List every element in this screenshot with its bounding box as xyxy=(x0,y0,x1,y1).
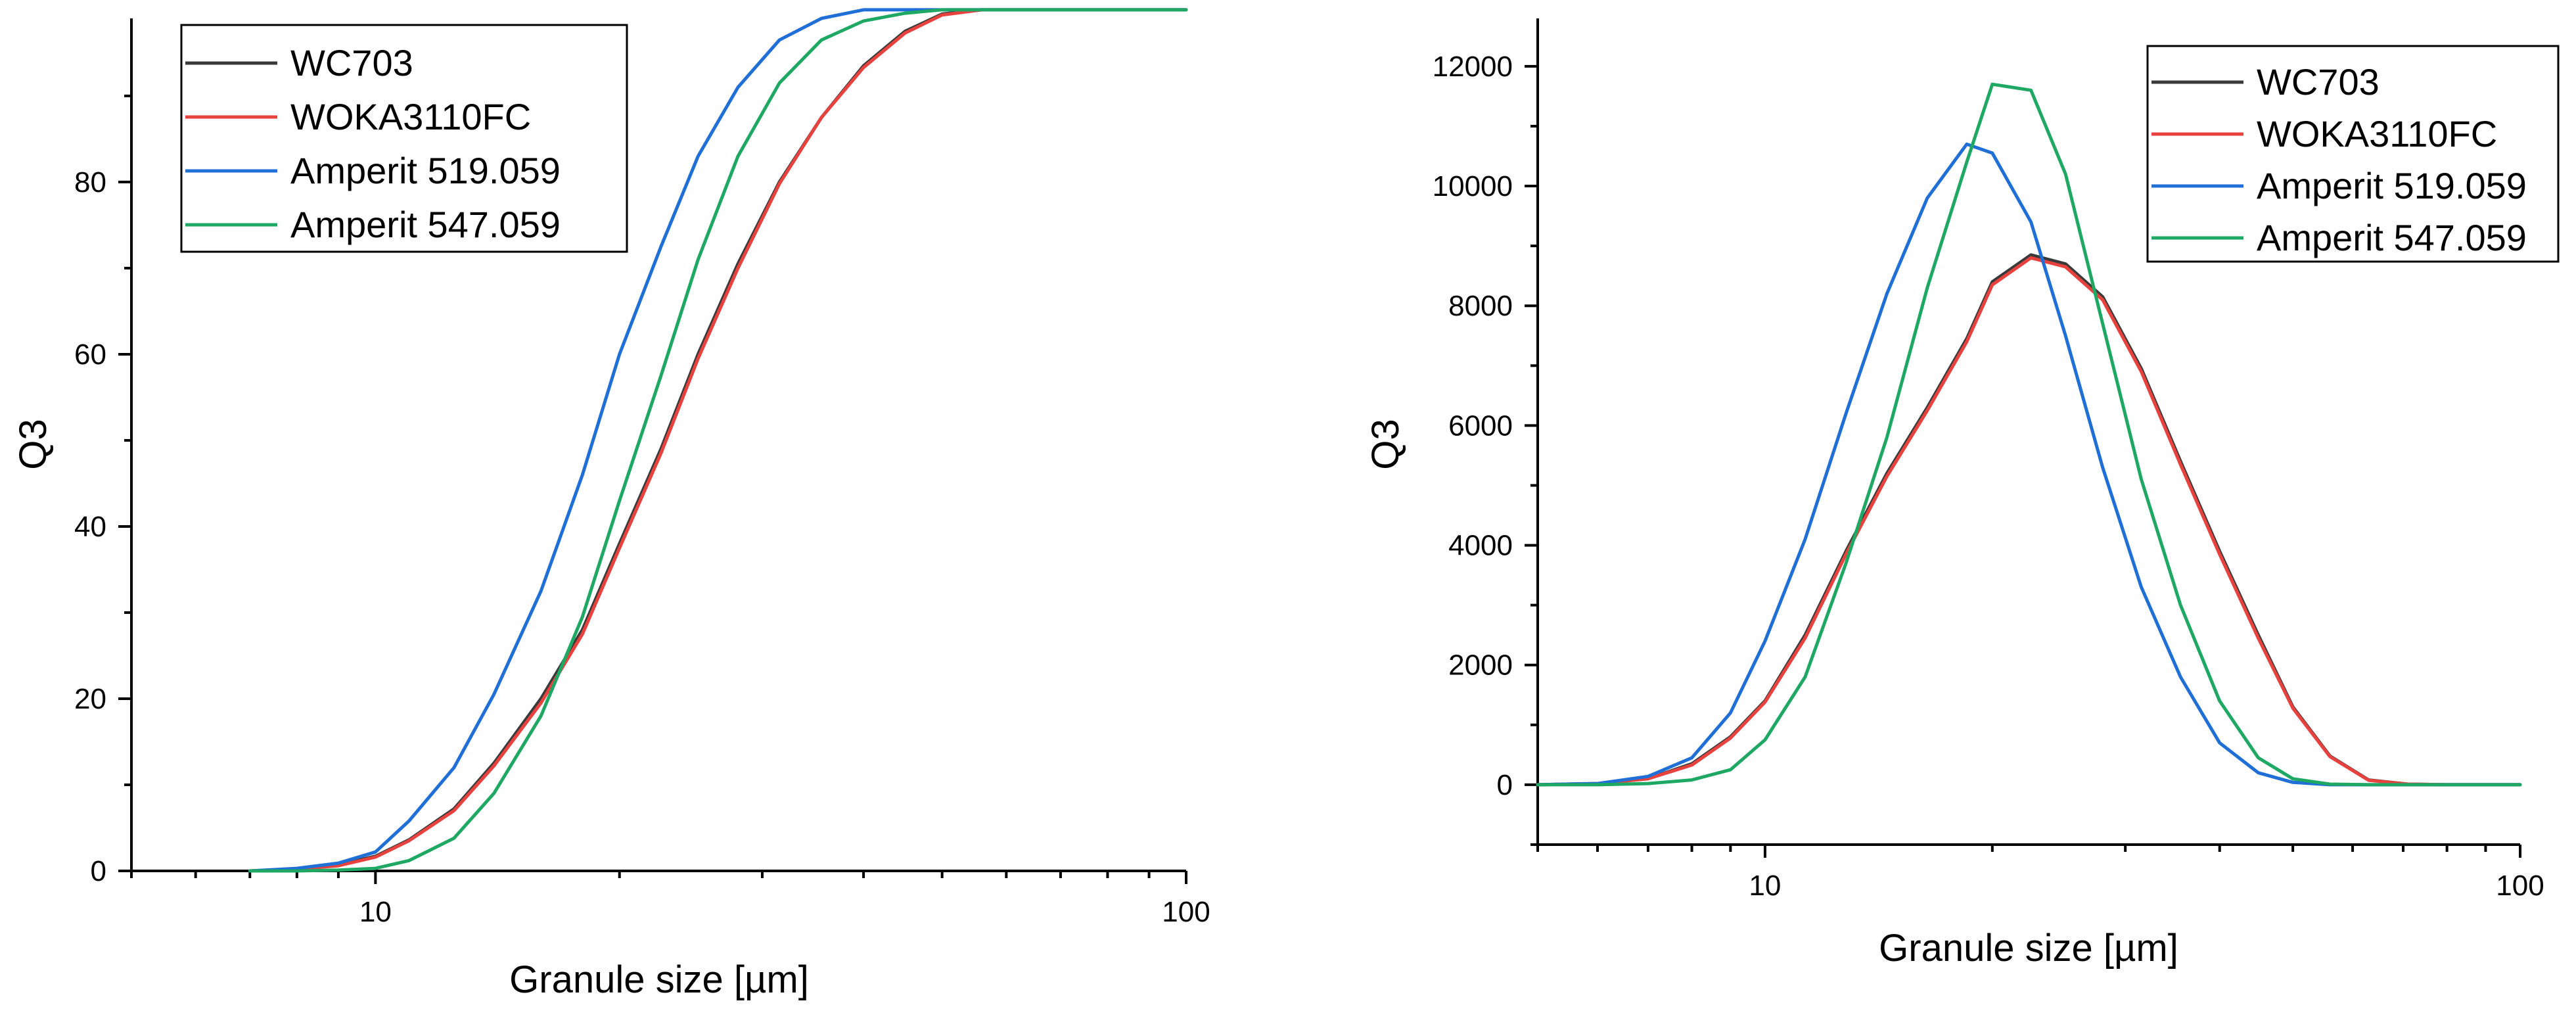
legend-label-amperit-547-059: Amperit 547.059 xyxy=(290,204,561,245)
series-lines xyxy=(248,8,1188,873)
x-tick-label: 100 xyxy=(2496,870,2544,902)
y-axis-label: Q3 xyxy=(1364,419,1407,469)
y-tick-label: 40 xyxy=(74,511,106,543)
axis-tick-labels: 10 100 0 2000 4000 6000 8000 10000 12000 xyxy=(1433,51,2544,902)
legend-label-woka3110fc: WOKA3110FC xyxy=(2257,113,2497,154)
series-line-amperit-547-059 xyxy=(248,8,1188,873)
x-axis-label: Granule size [µm] xyxy=(509,958,809,1001)
axis-tick-labels: 10 100 0 20 40 60 80 xyxy=(74,166,1210,928)
chart-cumulative-q3: 10 100 0 20 40 60 80 Granule size [µm] Q3 WC70… xyxy=(12,8,1210,1001)
legend: WC703 WOKA3110FC Amperit 519.059 Amperit 54… xyxy=(2146,45,2560,263)
x-tick-label: 10 xyxy=(359,896,392,928)
x-tick-label: 100 xyxy=(1162,896,1210,928)
y-axis-label: Q3 xyxy=(12,419,55,469)
legend: WC703 WOKA3110FC Amperit 519.059 Amperit 54… xyxy=(180,24,628,253)
series-line-wc703 xyxy=(1536,253,2522,787)
y-tick-label: 0 xyxy=(91,855,106,887)
legend-label-woka3110fc: WOKA3110FC xyxy=(290,96,531,137)
axis-ticks xyxy=(118,94,1187,884)
y-tick-label: 60 xyxy=(74,339,106,371)
legend-label-wc703: WC703 xyxy=(290,42,413,83)
legend-label-amperit-519-059: Amperit 519.059 xyxy=(290,150,561,191)
series-line-woka3110fc xyxy=(1536,256,2522,787)
y-tick-label: 2000 xyxy=(1448,649,1513,682)
y-tick-label: 10000 xyxy=(1433,170,1513,202)
x-axis-label: Granule size [µm] xyxy=(1879,927,2178,970)
series-lines xyxy=(1536,82,2522,787)
y-tick-label: 6000 xyxy=(1448,409,1513,442)
legend-label-amperit-519-059: Amperit 519.059 xyxy=(2257,165,2527,206)
chart-density-q3: 10 100 0 2000 4000 6000 8000 10000 12000 Granule… xyxy=(1364,18,2560,970)
x-tick-label: 10 xyxy=(1749,870,1781,902)
y-tick-label: 0 xyxy=(1497,769,1513,801)
legend-label-wc703: WC703 xyxy=(2257,61,2380,103)
y-tick-label: 4000 xyxy=(1448,530,1513,562)
y-tick-label: 80 xyxy=(74,166,106,199)
y-tick-label: 12000 xyxy=(1433,51,1513,83)
legend-label-amperit-547-059: Amperit 547.059 xyxy=(2257,217,2527,258)
y-tick-label: 20 xyxy=(74,683,106,715)
axis-ticks xyxy=(1525,64,2521,858)
y-tick-label: 8000 xyxy=(1448,290,1513,322)
series-line-amperit-547-059 xyxy=(1536,82,2522,787)
